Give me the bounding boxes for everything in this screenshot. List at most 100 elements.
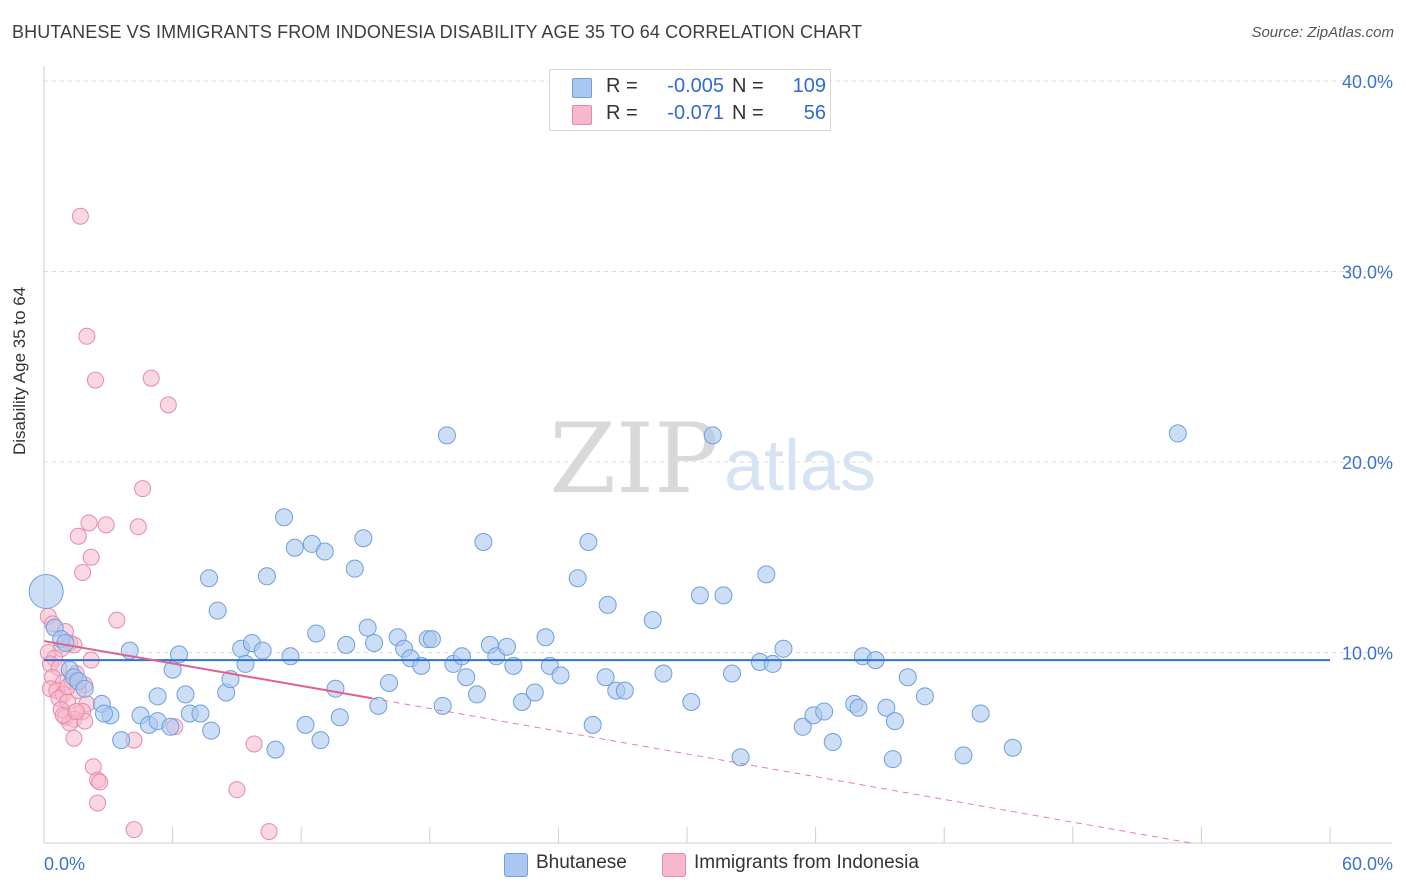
bhutanese-point <box>148 687 167 706</box>
indonesia-point <box>125 821 143 839</box>
indonesia-point <box>245 735 263 753</box>
indonesia-point <box>89 794 107 812</box>
indonesia-point <box>78 327 96 345</box>
bhutanese-point <box>161 717 180 736</box>
bhutanese-point <box>525 683 544 702</box>
bhutanese-point <box>369 696 388 715</box>
bhutanese-point <box>337 635 356 654</box>
legend-label-indonesia: Immigrants from Indonesia <box>694 852 919 873</box>
bhutanese-point <box>266 740 285 759</box>
x-tick-label-min: 0.0% <box>44 854 85 874</box>
n-label: N = <box>732 75 764 97</box>
bhutanese-point <box>437 426 456 445</box>
bhutanese-point <box>643 611 662 630</box>
watermark-atlas: atlas <box>724 426 876 506</box>
n-label: N = <box>732 102 764 124</box>
indonesia-point <box>228 781 246 799</box>
indonesia-point <box>97 516 115 534</box>
series-indonesia <box>39 207 278 841</box>
indonesia-point <box>74 563 92 581</box>
bhutanese-point <box>954 746 973 765</box>
indonesia-point <box>69 527 87 545</box>
bhutanese-point <box>757 565 776 584</box>
bhutanese-point <box>568 569 587 588</box>
bhutanese-point <box>504 656 523 675</box>
bhutanese-point <box>654 664 673 683</box>
y-tick-label: 30.0% <box>1342 263 1393 283</box>
indonesia-swatch <box>572 105 592 125</box>
bhutanese-point <box>285 538 304 557</box>
bhutanese-point <box>412 656 431 675</box>
bhutanese-point <box>774 639 793 658</box>
indonesia-point <box>82 548 100 566</box>
bhutanese-point <box>763 654 782 673</box>
bhutanese-point <box>793 717 812 736</box>
bhutanese-point <box>885 712 904 731</box>
chart-title: BHUTANESE VS IMMIGRANTS FROM INDONESIA D… <box>12 22 863 42</box>
bhutanese-point <box>883 750 902 769</box>
r-label: R = <box>606 75 638 97</box>
bhutanese-point <box>281 647 300 666</box>
indonesia-point <box>142 369 160 387</box>
y-axis-label: Disability Age 35 to 64 <box>10 286 29 455</box>
bhutanese-point <box>457 668 476 687</box>
r-value: -0.005 <box>667 75 724 97</box>
bhutanese-point <box>75 679 94 698</box>
bhutanese-point <box>731 748 750 767</box>
r-label: R = <box>606 102 638 124</box>
bhutanese-point <box>512 693 531 712</box>
watermark: ZIP atlas <box>549 403 876 515</box>
y-tick-label: 10.0% <box>1342 644 1393 664</box>
indonesia-point <box>159 396 177 414</box>
bhutanese-point <box>422 630 441 649</box>
bhutanese-point <box>849 698 868 717</box>
legend-label-bhutanese: Bhutanese <box>536 852 627 873</box>
bhutanese-point <box>474 533 493 552</box>
indonesia-point <box>65 729 83 747</box>
bhutanese-point <box>877 698 896 717</box>
bhutanese-point <box>311 731 330 750</box>
indonesia-point <box>134 480 152 498</box>
bhutanese-point <box>95 704 114 723</box>
bhutanese-point <box>815 702 834 721</box>
bhutanese-point <box>170 645 189 664</box>
bhutanese-point <box>315 542 334 561</box>
bhutanese-point <box>615 681 634 700</box>
n-value: 109 <box>792 75 826 97</box>
indonesia-point <box>129 518 147 536</box>
bhutanese-point <box>703 426 722 445</box>
bhutanese-point <box>714 586 733 605</box>
bhutanese-point <box>354 529 373 548</box>
bhutanese-point <box>358 618 377 637</box>
bhutanese-point <box>253 641 272 660</box>
bhutanese-point <box>690 586 709 605</box>
bhutanese-point <box>823 733 842 752</box>
bhutanese-point <box>200 569 219 588</box>
bhutanese-point <box>380 673 399 692</box>
watermark-zip: ZIP <box>549 403 718 515</box>
bhutanese-point <box>497 637 516 656</box>
bhutanese-point <box>296 715 315 734</box>
x-tick-label-max: 60.0% <box>1342 854 1393 874</box>
bhutanese-point <box>307 624 326 643</box>
bhutanese-point <box>682 693 701 712</box>
trend-lines <box>43 640 1330 844</box>
r-value: -0.071 <box>667 102 724 124</box>
bhutanese-point <box>275 508 294 527</box>
bhutanese-point <box>598 595 617 614</box>
indonesia-trend-line <box>43 640 373 700</box>
bhutanese-point <box>330 708 349 727</box>
bhutanese-point <box>536 628 555 647</box>
indonesia-trend-extension <box>371 697 1191 844</box>
bhutanese-point <box>971 704 990 723</box>
indonesia-legend-swatch <box>662 853 686 877</box>
y-tick-label: 40.0% <box>1342 72 1393 92</box>
bhutanese-point <box>551 666 570 685</box>
bhutanese-point <box>176 685 195 704</box>
bhutanese-point <box>579 533 598 552</box>
n-value: 56 <box>803 102 826 124</box>
bhutanese-point <box>1168 424 1187 443</box>
bhutanese-point <box>467 685 486 704</box>
correlation-legend: R = -0.005 N = 109 R = -0.071 N = 56 <box>549 69 831 131</box>
